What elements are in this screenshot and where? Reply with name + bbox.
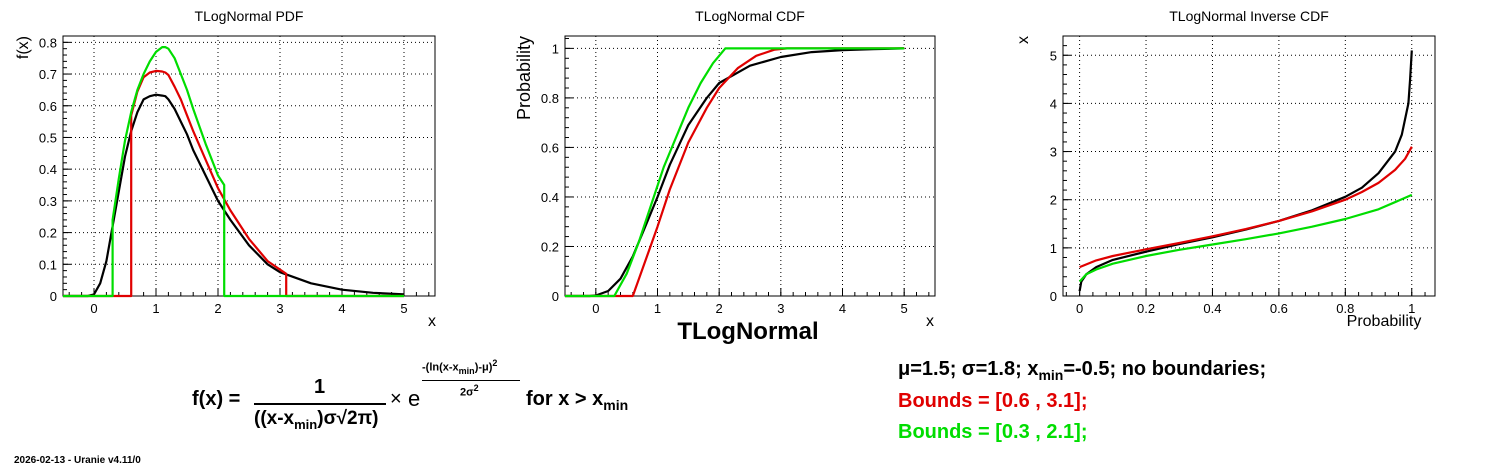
exponent-denominator: 2σ2 (460, 383, 479, 399)
exp-num-sup: 2 (492, 358, 498, 368)
y-tick-label: 0 (50, 289, 57, 304)
plot-frame (62, 35, 436, 297)
series-line-green (565, 47, 905, 298)
main-title-text: TLogNormal (677, 318, 819, 345)
x-tick-label: 4 (338, 301, 345, 316)
series-line-black (63, 93, 405, 298)
y-tick-label: 0.8 (39, 35, 57, 50)
footer-text: 2026-02-13 - Uranie v4.11/0 (14, 455, 141, 466)
plot-frame (564, 35, 936, 297)
chart-title: TLogNormal PDF (195, 8, 304, 24)
chart-title: TLogNormal Inverse CDF (1169, 8, 1329, 24)
y-tick-label: 0.4 (541, 190, 559, 205)
series-line-black (565, 47, 905, 298)
y-tick-label: 1 (1050, 241, 1057, 256)
series-line-green (63, 45, 404, 298)
x-tick-label: 5 (901, 301, 908, 316)
x-tick-label: 2 (214, 301, 221, 316)
y-tick-label: 2 (1050, 193, 1057, 208)
legend-line1-post: =-0.5; no boundaries; (1063, 358, 1267, 380)
exp-num-sub: min (458, 365, 475, 376)
x-axis-label: Probability (1347, 313, 1422, 330)
x-tick-label: 1 (152, 301, 159, 316)
y-tick-label: 1 (552, 41, 559, 56)
legend-line-green: Bounds = [0.3 , 2.1]; (898, 421, 1088, 443)
x-tick-label: 2 (716, 301, 723, 316)
x-tick-label: 1 (1408, 301, 1415, 316)
formula: f(x) = 1 ((x-xmin)σ√2π) × e -(ln(x-xmin)… (192, 356, 652, 436)
series-line-red (565, 47, 905, 298)
y-tick-label: 0.6 (541, 140, 559, 155)
y-tick-label: 0.2 (541, 239, 559, 254)
exp-num-part2: )-μ) (474, 361, 493, 374)
formula-condition: for x > xmin (526, 388, 628, 413)
y-tick-label: 4 (1050, 96, 1057, 111)
condition-sub: min (603, 397, 629, 413)
y-axis-label: x (1015, 36, 1032, 44)
exponent-numerator: -(ln(x-xmin)-μ)2 (422, 358, 497, 376)
x-axis-label: x (926, 313, 934, 330)
legend-line-red: Bounds = [0.6 , 3.1]; (898, 390, 1088, 412)
formula-e: e (408, 386, 421, 411)
y-tick-label: 0.2 (39, 226, 57, 241)
legend-line1-sub: min (1038, 367, 1064, 383)
condition-text: for x > x (526, 388, 604, 410)
den-sub: min (294, 416, 318, 432)
exp-num-part1: -(ln(x-x (422, 361, 459, 374)
plot-frame (1062, 35, 1436, 297)
series-line-red (1079, 146, 1413, 269)
chart-3: 0 0.2 0.4 0.6 0.8 1 0 1 2 3 4 5 TLogNormal Inverse C… (1015, 8, 1436, 330)
formula-numerator: 1 (314, 376, 326, 398)
legend-line-black: μ=1.5; σ=1.8; xmin=-0.5; no boundaries; (898, 358, 1266, 383)
y-tick-label: 3 (1050, 145, 1057, 160)
exponent-bar (422, 380, 520, 381)
formula-denominator: ((x-xmin)σ√2π) (254, 408, 378, 432)
y-tick-label: 5 (1050, 48, 1057, 63)
formula-lhs: f(x) = (192, 388, 241, 410)
x-tick-label: 5 (400, 301, 407, 316)
exp-den-sup: 2 (473, 383, 479, 393)
chart-title: TLogNormal CDF (695, 8, 805, 24)
x-tick-label: 3 (777, 301, 784, 316)
y-tick-label: 0.8 (541, 91, 559, 106)
y-tick-label: 0.5 (39, 130, 57, 145)
x-tick-label: 0.2 (1137, 301, 1155, 316)
formula-times: × (390, 388, 402, 410)
x-tick-label: 4 (839, 301, 846, 316)
y-tick-label: 0.3 (39, 194, 57, 209)
fraction-bar (254, 403, 386, 405)
x-axis-label: x (428, 313, 436, 330)
y-tick-label: 0.1 (39, 257, 57, 272)
y-tick-label: 0.7 (39, 67, 57, 82)
den-part1: ((x-x (254, 408, 295, 429)
exp-den: 2σ (460, 386, 474, 399)
main-title: TLogNormal (0, 318, 1496, 346)
y-tick-label: 0.6 (39, 99, 57, 114)
y-tick-label: 0.4 (39, 162, 57, 177)
x-tick-label: 0.4 (1203, 301, 1221, 316)
series-line-black (1078, 50, 1413, 292)
series-line-red (63, 69, 404, 298)
x-tick-label: 0 (592, 301, 599, 316)
chart-2: 0 1 2 3 4 5 0 0.2 0.4 0.6 0.8 1 TLogNormal CDF x Proba… (514, 8, 936, 330)
x-tick-label: 1 (654, 301, 661, 316)
y-tick-label: 0 (552, 289, 559, 304)
y-axis-label: f(x) (15, 36, 32, 59)
series-line-green (1078, 193, 1413, 283)
y-tick-label: 0 (1050, 289, 1057, 304)
x-tick-label: 0.6 (1270, 301, 1288, 316)
chart-1: 0 1 2 3 4 5 0 0.1 0.2 0.3 0.4 0.5 0.6 0.7 0.8 TLogNorma… (15, 8, 436, 330)
x-tick-label: 0 (90, 301, 97, 316)
x-tick-label: 0.8 (1336, 301, 1354, 316)
y-axis-label: Probability (514, 36, 534, 120)
den-part2: )σ√2π) (317, 408, 379, 429)
legend-line1-pre: μ=1.5; σ=1.8; x (898, 358, 1039, 380)
x-tick-label: 3 (276, 301, 283, 316)
x-tick-label: 0 (1076, 301, 1083, 316)
